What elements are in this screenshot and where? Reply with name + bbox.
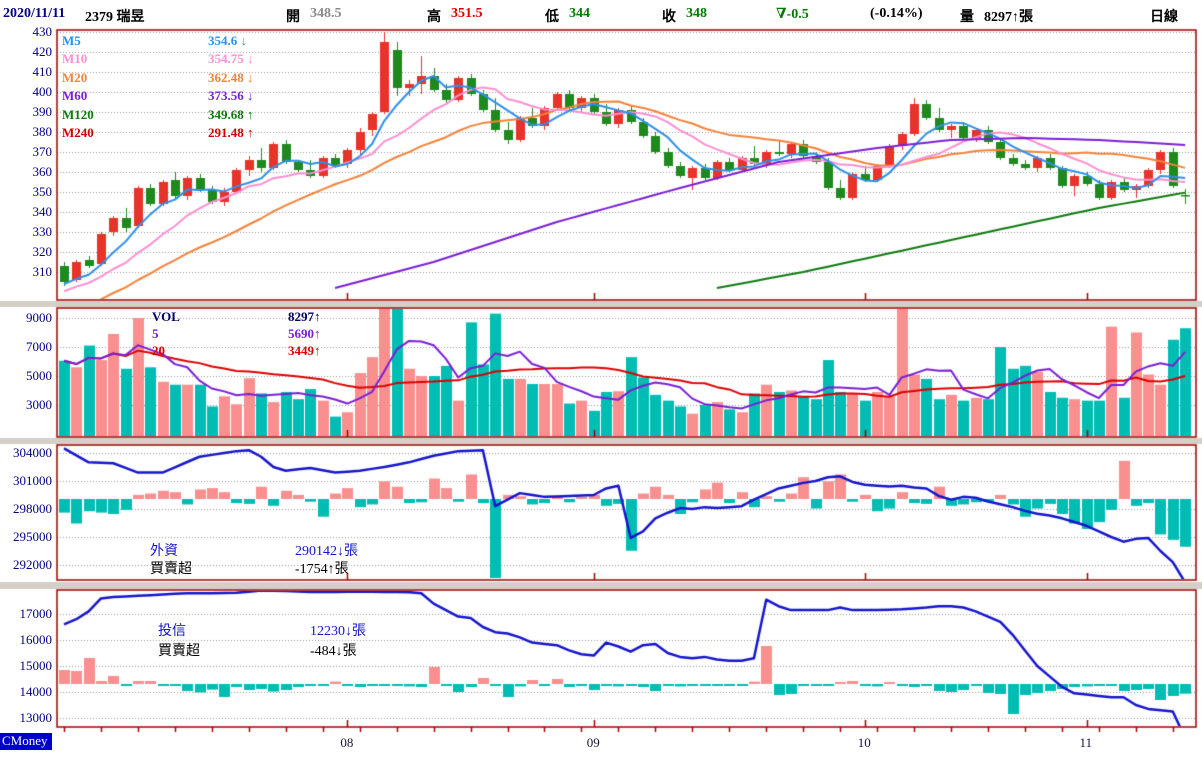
ma-legend-row: M5 354.6 ↓ [62,33,247,49]
y-tick-label: 390 [32,104,53,119]
y-tick-label: 304000 [13,445,52,460]
ma-value: 349.68 ↑ [208,106,254,122]
change-pct-value: (-0.14%) [870,6,923,21]
ma-label: M10 [62,51,88,67]
volume-label: 量 [960,10,974,25]
foreign-subtitle: 買賣超 [150,562,192,577]
y-tick-label: 340 [32,204,53,219]
y-tick-label: 301000 [13,473,52,488]
close-label: 收 [662,10,676,25]
ma-label: M5 [62,33,81,48]
ma-legend-row: M20 362.48 ↓ [62,69,254,86]
y-tick-label: 7000 [26,339,52,354]
change-value: ∇-0.5 [776,7,809,22]
y-tick-label: 370 [32,144,53,159]
volume-legend-value: 8297↑ [288,309,321,324]
high-value: 351.5 [451,6,483,21]
date-label: 2020/11/11 [3,6,66,21]
trust-balance-value: 12230↓張 [310,624,366,639]
ma-value: 354.75 ↓ [208,51,254,67]
y-tick-label: 295000 [13,529,52,544]
foreign-balance-value: 290142↓張 [295,544,358,559]
y-tick-label: 15000 [19,658,53,673]
foreign-title: 外資 [150,544,178,559]
period-selector[interactable]: 日線 [1150,10,1178,25]
ma-label: M60 [62,88,88,104]
volume-legend-label: 20 [152,343,165,358]
ma-legend-row: M120 349.68 ↑ [62,106,254,123]
y-tick-label: 13000 [19,710,53,725]
stock-code-name: 2379 瑞昱 [85,10,145,25]
y-tick-label: 5000 [26,368,52,383]
y-tick-label: 420 [32,44,53,59]
ma-legend-row: M10 354.75 ↓ [62,51,254,67]
cmoney-logo: CMoney [0,733,52,750]
y-tick-label: 17000 [19,606,53,621]
ma-value: 291.48 ↑ [208,125,254,140]
ma-value: 354.6 ↓ [208,33,247,48]
trust-net-value: -484↓張 [310,644,357,659]
volume-legend-label: VOL [152,309,180,324]
ma-legend-row: M60 373.56 ↓ [62,88,254,104]
y-tick-label: 320 [32,244,53,259]
y-tick-label: 3000 [26,397,52,412]
y-tick-label: 330 [32,224,53,239]
month-label: 08 [340,735,354,750]
y-tick-label: 14000 [19,684,53,699]
y-tick-label: 16000 [19,632,53,647]
ma-label: M20 [62,69,88,85]
close-value: 348 [686,6,707,21]
y-tick-label: 410 [32,64,53,79]
y-tick-label: 350 [32,184,53,199]
trust-title: 投信 [158,624,186,639]
volume-legend-value: 3449↑ [288,343,321,358]
ma-label: M120 [62,106,94,122]
month-label: 10 [857,735,871,750]
open-value: 348.5 [310,6,342,21]
volume-legend-label: 5 [152,326,159,341]
y-tick-label: 400 [32,84,53,99]
low-value: 344 [569,6,590,21]
month-label: 11 [1079,735,1093,750]
foreign-net-value: -1754↑張 [295,562,349,577]
y-tick-label: 298000 [13,501,52,516]
volume-legend-row: 5 5690↑ [152,326,321,342]
low-label: 低 [545,10,559,25]
ma-value: 373.56 ↓ [208,88,254,104]
open-label: 開 [286,10,300,25]
ma-legend-row: M240 291.48 ↑ [62,125,254,141]
month-label: 09 [586,735,600,750]
volume-legend-row: VOL 8297↑ [152,309,321,325]
trust-subtitle: 買賣超 [158,644,200,659]
high-label: 高 [427,10,441,25]
ma-label: M240 [62,125,94,140]
y-tick-label: 310 [32,264,53,279]
volume-legend-value: 5690↑ [288,326,321,341]
y-tick-label: 380 [32,124,53,139]
y-tick-label: 430 [32,24,53,39]
y-tick-label: 9000 [26,310,52,325]
y-tick-label: 360 [32,164,53,179]
ma-value: 362.48 ↓ [208,69,254,85]
volume-value: 8297↑張 [984,10,1033,25]
volume-legend-row: 20 3449↑ [152,343,321,359]
y-tick-label: 292000 [13,557,52,572]
